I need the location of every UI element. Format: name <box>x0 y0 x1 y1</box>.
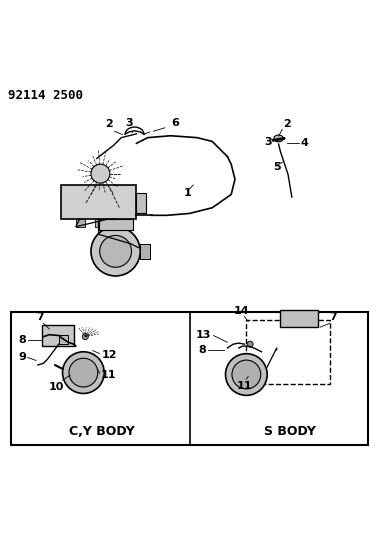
Text: 14: 14 <box>234 306 250 316</box>
Text: 3: 3 <box>125 118 133 128</box>
Circle shape <box>247 341 253 347</box>
Bar <box>95 219 104 227</box>
Text: 3: 3 <box>265 137 272 147</box>
Bar <box>99 219 133 230</box>
Text: 11: 11 <box>237 381 252 391</box>
Circle shape <box>82 334 88 340</box>
Text: 1: 1 <box>184 188 191 198</box>
Bar <box>140 244 150 259</box>
Text: 11: 11 <box>100 369 116 379</box>
Circle shape <box>69 358 98 387</box>
Bar <box>76 219 85 227</box>
Text: 92114 2500: 92114 2500 <box>8 89 83 102</box>
Text: 9: 9 <box>18 352 26 362</box>
Bar <box>114 219 123 227</box>
Bar <box>246 320 330 384</box>
Bar <box>59 335 68 344</box>
Text: 2: 2 <box>283 119 291 129</box>
Circle shape <box>232 360 261 389</box>
Circle shape <box>63 352 104 393</box>
Circle shape <box>226 354 267 395</box>
Text: 4: 4 <box>301 138 309 148</box>
Text: 2: 2 <box>105 119 113 129</box>
Ellipse shape <box>274 135 283 142</box>
Text: 7: 7 <box>36 312 44 322</box>
Text: 7: 7 <box>330 312 337 322</box>
Circle shape <box>100 236 132 267</box>
Bar <box>42 325 74 346</box>
Text: 10: 10 <box>49 382 64 392</box>
Text: C,Y BODY: C,Y BODY <box>69 425 135 438</box>
Text: 6: 6 <box>171 118 179 128</box>
Text: 13: 13 <box>196 330 211 341</box>
Text: 5: 5 <box>273 162 280 172</box>
Circle shape <box>91 164 110 183</box>
Bar <box>61 185 136 219</box>
Bar <box>11 312 368 445</box>
Bar <box>280 310 318 327</box>
Text: 8: 8 <box>19 335 27 345</box>
Text: S BODY: S BODY <box>264 425 316 438</box>
Text: 12: 12 <box>102 350 117 360</box>
Bar <box>136 192 146 213</box>
Text: 8: 8 <box>199 345 207 355</box>
Circle shape <box>91 227 140 276</box>
